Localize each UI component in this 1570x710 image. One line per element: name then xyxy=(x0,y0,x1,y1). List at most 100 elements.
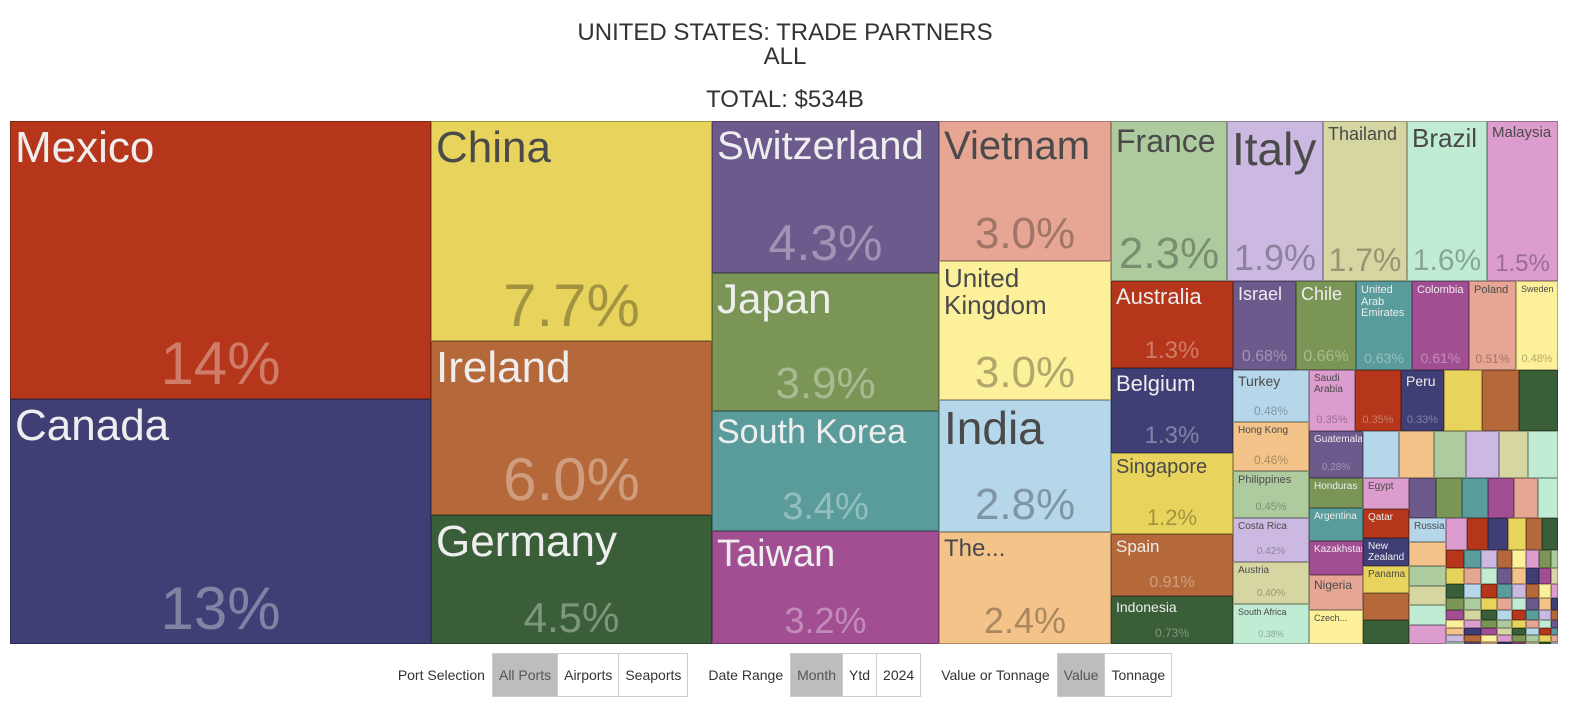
tile-name: Colombia xyxy=(1417,284,1464,296)
chart-title: UNITED STATES: TRADE PARTNERS xyxy=(577,19,993,46)
treemap-tile: Belgium 1.3% xyxy=(1111,368,1233,453)
toggle-button[interactable]: Value xyxy=(1056,653,1106,697)
tile-value-label: 1.3% xyxy=(1144,422,1200,449)
tile-value-label: 1.6% xyxy=(1412,244,1482,277)
treemap-tile: Germany 4.5% xyxy=(431,515,712,644)
treemap-tile: Australia 1.3% xyxy=(1111,281,1233,368)
tile-value-label: 3.2% xyxy=(784,600,867,641)
minor-tile xyxy=(1446,568,1464,584)
tile-name: Vietnam xyxy=(944,124,1091,168)
tile-name: Belgium xyxy=(1116,371,1196,396)
treemap-tile: Hong Kong 0.46% xyxy=(1233,422,1309,471)
control-label: Port Selection xyxy=(397,667,485,683)
tile-value-label: 1.5% xyxy=(1495,250,1550,277)
tile-value-label: 3.0% xyxy=(974,209,1076,258)
treemap-tile: Peru 0.33% xyxy=(1401,370,1444,431)
tile-name: Qatar xyxy=(1368,512,1394,523)
tile-name: China xyxy=(436,123,551,172)
treemap-tile: Austria 0.40% xyxy=(1233,562,1309,604)
treemap-tile: Spain 0.91% xyxy=(1111,534,1233,596)
tile-name: Costa Rica xyxy=(1238,521,1287,532)
tile-name: United Kingdom xyxy=(944,263,1047,321)
minor-tile xyxy=(1446,628,1464,635)
treemap-tile: Qatar xyxy=(1363,509,1409,538)
treemap-tile: Brazil 1.6% xyxy=(1407,121,1487,281)
tile-name: Saudi Arabia xyxy=(1314,373,1343,395)
toggle-button[interactable]: Airports xyxy=(557,653,620,697)
toggle-button[interactable]: Month xyxy=(790,653,844,697)
treemap-tile: Italy 1.9% xyxy=(1227,121,1323,281)
treemap-tile: Nigeria xyxy=(1309,575,1363,610)
minor-tile xyxy=(1464,628,1481,635)
minor-tile xyxy=(1551,628,1558,635)
minor-tile xyxy=(1446,598,1464,610)
minor-tile xyxy=(1482,370,1519,431)
minor-tile xyxy=(1436,478,1462,518)
minor-tile xyxy=(1497,628,1512,635)
tile-value-label: 7.7% xyxy=(503,272,640,339)
total-annotation: TOTAL: $534B xyxy=(706,86,864,113)
tile-value-label: 4.3% xyxy=(768,215,883,271)
treemap-tile: Philippines 0.45% xyxy=(1233,471,1309,518)
minor-tile xyxy=(1363,620,1409,644)
treemap-tile: Vietnam 3.0% xyxy=(939,121,1111,261)
treemap-tile: Chile 0.66% xyxy=(1296,281,1356,370)
minor-tile xyxy=(1399,431,1434,478)
tile-value-label: 0.45% xyxy=(1255,501,1287,513)
minor-tile xyxy=(1481,610,1497,620)
minor-tile xyxy=(1409,566,1446,586)
tile-value-label: 0.66% xyxy=(1303,348,1349,365)
treemap-tile: Panama xyxy=(1363,566,1409,593)
treemap-tile: Indonesia 0.73% xyxy=(1111,596,1233,644)
minor-tile xyxy=(1446,584,1464,598)
tile-value-label: 0.33% xyxy=(1406,414,1439,426)
minor-tile xyxy=(1539,610,1551,620)
toggle-button[interactable]: 2024 xyxy=(876,653,922,697)
tile-name: Chile xyxy=(1301,284,1343,304)
minor-tile xyxy=(1481,598,1497,610)
toggle-button[interactable]: Ytd xyxy=(842,653,878,697)
minor-tile xyxy=(1539,584,1551,598)
minor-tile xyxy=(1446,642,1464,644)
tile-name: New Zealand xyxy=(1368,541,1405,563)
control-group: Value or Tonnage Value Tonnage xyxy=(941,653,1173,697)
tile-name: Honduras xyxy=(1314,481,1358,492)
tile-name: The... xyxy=(944,535,1006,562)
minor-tile xyxy=(1526,598,1539,610)
tile-name: France xyxy=(1116,123,1216,159)
treemap-tile: Honduras xyxy=(1309,478,1363,508)
minor-tile xyxy=(1464,598,1481,610)
tile-name: Kazakhstan xyxy=(1314,544,1363,555)
minor-tile xyxy=(1539,635,1551,642)
minor-tile xyxy=(1551,610,1558,620)
tile-name: Switzerland xyxy=(717,124,924,168)
minor-tile xyxy=(1488,478,1514,518)
treemap-tile: Guatemala 0.28% xyxy=(1309,431,1363,478)
toggle-button[interactable]: All Ports xyxy=(491,653,559,697)
tile-name: Peru xyxy=(1406,373,1436,389)
tile-name: Italy xyxy=(1232,123,1317,175)
minor-tile xyxy=(1409,542,1446,566)
treemap-tile: Argentina xyxy=(1309,508,1363,541)
minor-tile xyxy=(1497,642,1512,644)
treemap-tile: Mexico 14% xyxy=(10,121,431,399)
tile-value-label: 0.40% xyxy=(1256,588,1286,599)
toggle-button[interactable]: Seaports xyxy=(618,653,689,697)
tile-name: Brazil xyxy=(1412,123,1478,153)
tile-value-label: 3.9% xyxy=(775,359,876,408)
tile-value-label: 0.42% xyxy=(1256,546,1286,557)
minor-tile xyxy=(1551,550,1558,568)
minor-tile xyxy=(1526,635,1539,642)
treemap-tile: The... 2.4% xyxy=(939,532,1111,644)
minor-tile xyxy=(1464,584,1481,598)
toggle-button[interactable]: Tonnage xyxy=(1104,653,1173,697)
minor-tile xyxy=(1409,605,1446,625)
minor-tile xyxy=(1499,431,1528,478)
minor-tile xyxy=(1488,518,1508,550)
tile-name: Guatemala xyxy=(1314,434,1363,445)
treemap-tile: Malaysia 1.5% xyxy=(1487,121,1558,281)
treemap-tile: Sweden 0.48% xyxy=(1516,281,1558,370)
minor-tile xyxy=(1446,550,1464,568)
treemap-tile: New Zealand xyxy=(1363,538,1409,566)
